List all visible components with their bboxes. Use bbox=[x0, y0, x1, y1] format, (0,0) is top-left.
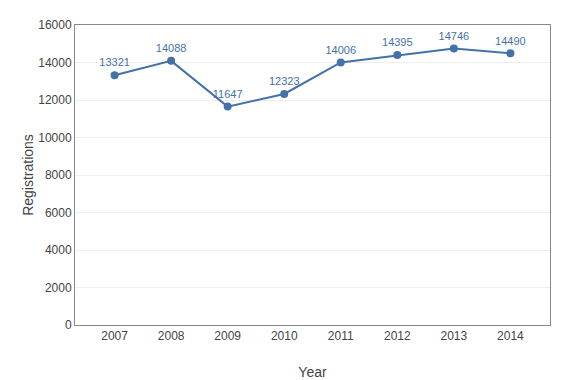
svg-text:14000: 14000 bbox=[38, 56, 72, 70]
svg-text:14395: 14395 bbox=[382, 36, 413, 48]
svg-text:11647: 11647 bbox=[213, 88, 243, 100]
svg-text:12000: 12000 bbox=[38, 93, 72, 107]
svg-text:2010: 2010 bbox=[271, 329, 298, 343]
svg-text:4000: 4000 bbox=[45, 243, 72, 257]
svg-text:2009: 2009 bbox=[214, 329, 241, 343]
svg-text:0: 0 bbox=[65, 318, 72, 332]
svg-text:8000: 8000 bbox=[45, 168, 72, 182]
svg-text:2012: 2012 bbox=[384, 329, 411, 343]
svg-text:10000: 10000 bbox=[38, 131, 72, 145]
svg-text:14490: 14490 bbox=[495, 35, 526, 47]
svg-text:2014: 2014 bbox=[497, 329, 524, 343]
svg-text:14088: 14088 bbox=[156, 42, 187, 54]
svg-text:6000: 6000 bbox=[45, 206, 72, 220]
svg-text:16000: 16000 bbox=[38, 18, 72, 32]
svg-text:Year: Year bbox=[298, 364, 327, 380]
svg-text:2007: 2007 bbox=[101, 329, 128, 343]
svg-text:2008: 2008 bbox=[158, 329, 185, 343]
svg-text:Registrations: Registrations bbox=[20, 134, 36, 216]
svg-text:13321: 13321 bbox=[99, 56, 130, 68]
svg-text:14006: 14006 bbox=[325, 44, 356, 56]
svg-text:2011: 2011 bbox=[328, 329, 354, 343]
svg-text:2013: 2013 bbox=[441, 329, 468, 343]
svg-text:14746: 14746 bbox=[439, 30, 470, 42]
svg-text:12323: 12323 bbox=[269, 75, 300, 87]
svg-text:2000: 2000 bbox=[45, 281, 72, 295]
